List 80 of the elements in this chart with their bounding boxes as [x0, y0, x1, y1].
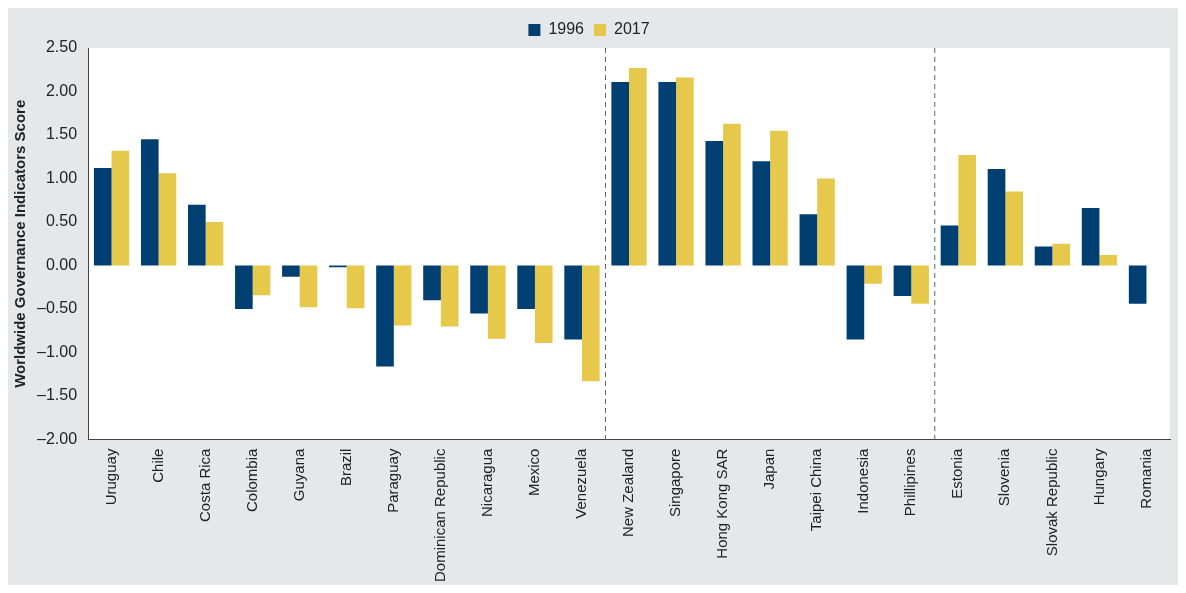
y-tick-label: 1.00	[45, 168, 78, 186]
bar	[1081, 208, 1100, 266]
x-tick-label: Hong Kong SAR	[713, 448, 731, 559]
bar	[770, 130, 788, 266]
x-tick-label: Estonia	[948, 447, 966, 499]
bar	[188, 204, 206, 266]
bar	[470, 265, 488, 314]
x-tick-label: Romania	[1136, 447, 1154, 509]
bar	[1034, 246, 1053, 266]
x-tick-label: Costa Rica	[195, 447, 213, 522]
legend-label: 2017	[614, 20, 650, 38]
x-tick-label: Dominican Republic	[430, 448, 448, 583]
x-tick-label: Brazil	[336, 448, 354, 487]
bar	[423, 265, 441, 301]
bar	[517, 265, 535, 310]
x-tick-label: Colombia	[242, 447, 260, 512]
bar	[487, 265, 506, 339]
x-tick-label: Guyana	[289, 447, 307, 502]
bar	[799, 214, 818, 266]
bar	[958, 155, 976, 266]
x-tick-label: Mexico	[525, 448, 543, 497]
bar	[940, 225, 959, 266]
bar	[299, 265, 318, 308]
bar	[893, 265, 912, 297]
bar	[658, 81, 677, 266]
bar	[564, 265, 582, 340]
bar	[1005, 191, 1023, 266]
x-tick-label: Venezuela	[572, 447, 590, 519]
bar	[1099, 255, 1118, 266]
bar	[705, 141, 724, 266]
bar	[235, 265, 253, 310]
bar	[817, 178, 835, 266]
bar	[111, 150, 130, 266]
bar	[846, 265, 865, 340]
x-tick-label: Phillipines	[901, 448, 919, 517]
bar	[205, 222, 224, 266]
x-tick-label: Chile	[148, 448, 166, 483]
y-tick-label: 2.00	[45, 81, 78, 99]
bar	[393, 265, 412, 326]
bar	[376, 265, 394, 367]
bar	[911, 265, 929, 304]
bar	[1052, 243, 1071, 266]
y-tick-label: 2.50	[45, 38, 78, 56]
x-tick-label: New Zealand	[619, 448, 637, 537]
bar	[440, 265, 459, 327]
legend-label: 1996	[548, 20, 585, 38]
x-tick-label: Hungary	[1089, 448, 1107, 506]
bar	[140, 139, 159, 266]
y-tick-label: –1.00	[36, 342, 78, 360]
bar	[611, 81, 630, 266]
x-tick-label: Indonesia	[854, 447, 872, 514]
y-tick-label: –0.50	[36, 299, 78, 317]
x-tick-label: Slovak Republic	[1042, 448, 1060, 557]
x-tick-label: Slovenia	[995, 447, 1013, 507]
bar	[864, 265, 882, 284]
x-tick-label: Paraguay	[383, 448, 401, 513]
bar	[346, 265, 365, 309]
y-axis-title: Worldwide Governance Indicators Score	[11, 99, 29, 388]
x-tick-label: Nicaragua	[478, 447, 496, 517]
bar	[282, 265, 300, 277]
x-tick-label: Uruguay	[101, 448, 119, 506]
y-tick-label: –2.00	[36, 430, 78, 448]
bar	[723, 123, 741, 266]
bar	[252, 265, 271, 296]
y-tick-label: –1.50	[36, 386, 78, 404]
x-tick-label: Taipei China	[807, 447, 825, 532]
y-tick-label: 0.50	[45, 212, 78, 230]
bar	[1128, 265, 1147, 304]
bar	[581, 265, 600, 382]
bar	[987, 168, 1006, 266]
bar	[676, 77, 694, 266]
bar	[158, 173, 177, 266]
x-tick-label: Japan	[760, 448, 778, 490]
bar	[93, 168, 112, 266]
bar	[534, 265, 553, 344]
x-tick-label: Singapore	[666, 448, 684, 517]
bar	[629, 68, 647, 266]
bar	[752, 161, 771, 266]
y-tick-label: 0.00	[45, 255, 78, 273]
y-tick-label: 1.50	[45, 125, 78, 143]
